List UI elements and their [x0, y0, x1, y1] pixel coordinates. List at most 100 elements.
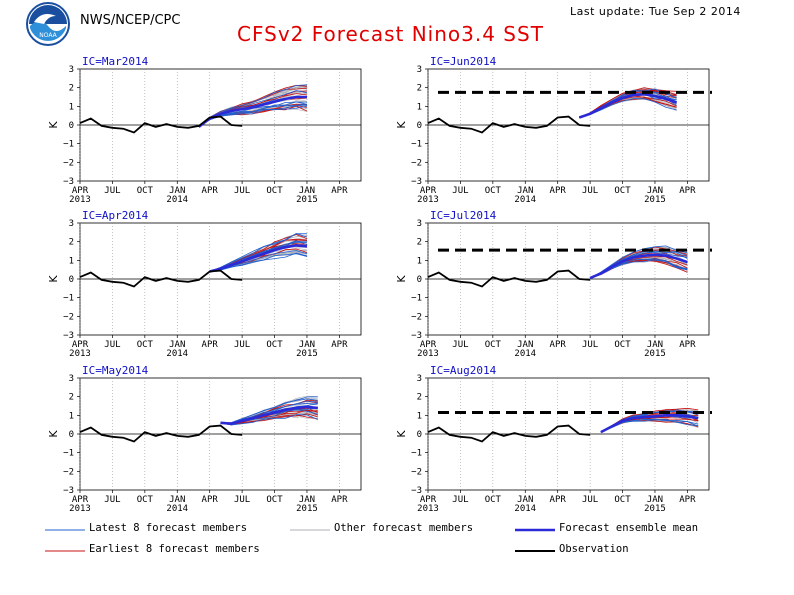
- x-tick-label: JUL: [234, 495, 250, 505]
- y-tick-label: −3: [63, 486, 74, 496]
- y-tick-label: −2: [411, 467, 422, 477]
- x-tick-label: OCT: [137, 186, 154, 196]
- x-tick-label: OCT: [266, 340, 283, 350]
- panel-title: IC=May2014: [82, 364, 149, 377]
- x-tick-label: APR: [72, 495, 89, 505]
- figure-title: CFSv2 Forecast Nino3.4 SST: [237, 22, 544, 46]
- x-year-label: 2015: [644, 195, 666, 205]
- x-year-label: 2015: [644, 504, 666, 514]
- y-tick-label: 0: [69, 121, 74, 131]
- x-tick-label: APR: [550, 495, 567, 505]
- x-tick-label: APR: [202, 340, 219, 350]
- y-tick-label: 2: [417, 238, 422, 248]
- x-year-label: 2014: [514, 504, 536, 514]
- latest-member-line: [198, 84, 308, 128]
- y-tick-label: 1: [417, 411, 422, 421]
- x-tick-label: APR: [420, 186, 437, 196]
- ensemble-mean-line: [600, 413, 699, 434]
- y-tick-label: 2: [69, 393, 74, 403]
- x-year-label: 2013: [417, 195, 439, 205]
- legend-label-other: Other forecast members: [334, 522, 473, 534]
- y-axis-label: K: [395, 275, 408, 283]
- y-tick-label: 1: [69, 411, 74, 421]
- y-tick-label: −2: [63, 467, 74, 477]
- panel-title: IC=Jun2014: [430, 55, 497, 68]
- x-tick-label: JAN: [299, 340, 315, 350]
- x-tick-label: JUL: [452, 186, 468, 196]
- x-year-label: 2015: [296, 195, 318, 205]
- logo-text: NOAA: [39, 32, 57, 39]
- latest-member-line: [220, 414, 318, 426]
- y-tick-label: 1: [69, 256, 74, 266]
- x-tick-label: JUL: [104, 495, 120, 505]
- y-tick-label: 3: [69, 65, 74, 75]
- x-year-label: 2013: [69, 504, 91, 514]
- x-tick-label: OCT: [485, 495, 502, 505]
- last-update: Last update: Tue Sep 2 2014: [570, 5, 741, 18]
- x-tick-label: JUL: [582, 186, 598, 196]
- x-tick-label: JAN: [169, 495, 185, 505]
- x-tick-label: OCT: [137, 495, 154, 505]
- x-tick-label: OCT: [485, 186, 502, 196]
- x-tick-label: APR: [679, 495, 696, 505]
- y-tick-label: −3: [63, 177, 74, 187]
- x-year-label: 2013: [69, 195, 91, 205]
- x-tick-label: OCT: [614, 495, 631, 505]
- observation-line: [427, 115, 591, 134]
- observation-line: [79, 424, 243, 443]
- x-tick-label: APR: [331, 495, 348, 505]
- x-year-label: 2013: [69, 349, 91, 359]
- x-tick-label: JUL: [452, 495, 468, 505]
- latest-member-line: [579, 98, 677, 118]
- x-tick-label: APR: [202, 495, 219, 505]
- latest-member-line: [220, 398, 318, 424]
- x-tick-label: JAN: [517, 340, 533, 350]
- ensemble-mean-line: [589, 253, 688, 280]
- x-tick-label: JAN: [169, 340, 185, 350]
- legend-label-earliest: Earliest 8 forecast members: [89, 543, 260, 555]
- x-year-label: 2015: [296, 504, 318, 514]
- x-year-label: 2014: [166, 349, 188, 359]
- x-tick-label: JAN: [169, 186, 185, 196]
- x-tick-label: APR: [679, 340, 696, 350]
- x-tick-label: JUL: [582, 340, 598, 350]
- latest-member-line: [209, 233, 308, 272]
- y-axis-label: K: [47, 121, 60, 129]
- y-tick-label: 2: [69, 238, 74, 248]
- x-year-label: 2015: [644, 349, 666, 359]
- y-tick-label: 3: [69, 374, 74, 384]
- y-tick-label: 3: [417, 374, 422, 384]
- x-tick-label: JAN: [647, 186, 663, 196]
- latest-member-line: [589, 245, 688, 279]
- y-tick-label: −3: [63, 331, 74, 341]
- latest-member-line: [589, 259, 688, 279]
- x-tick-label: APR: [550, 186, 567, 196]
- x-tick-label: JUL: [104, 186, 120, 196]
- x-tick-label: JAN: [299, 186, 315, 196]
- x-tick-label: JAN: [517, 186, 533, 196]
- panel-title: IC=Aug2014: [430, 364, 497, 377]
- x-tick-label: JAN: [517, 495, 533, 505]
- y-tick-label: −1: [63, 449, 74, 459]
- y-tick-label: 2: [417, 393, 422, 403]
- y-tick-label: −1: [411, 140, 422, 150]
- noaa-logo: NOAA: [26, 2, 70, 46]
- x-tick-label: OCT: [614, 186, 631, 196]
- x-tick-label: OCT: [614, 340, 631, 350]
- y-tick-label: −1: [63, 294, 74, 304]
- y-tick-label: −3: [411, 177, 422, 187]
- y-tick-label: 3: [417, 219, 422, 229]
- observation-line: [427, 424, 591, 443]
- x-tick-label: APR: [72, 186, 89, 196]
- y-tick-label: 3: [417, 65, 422, 75]
- x-year-label: 2014: [514, 195, 536, 205]
- y-tick-label: −3: [411, 486, 422, 496]
- x-tick-label: APR: [331, 340, 348, 350]
- y-tick-label: −2: [411, 312, 422, 322]
- x-year-label: 2013: [417, 349, 439, 359]
- x-year-label: 2014: [514, 349, 536, 359]
